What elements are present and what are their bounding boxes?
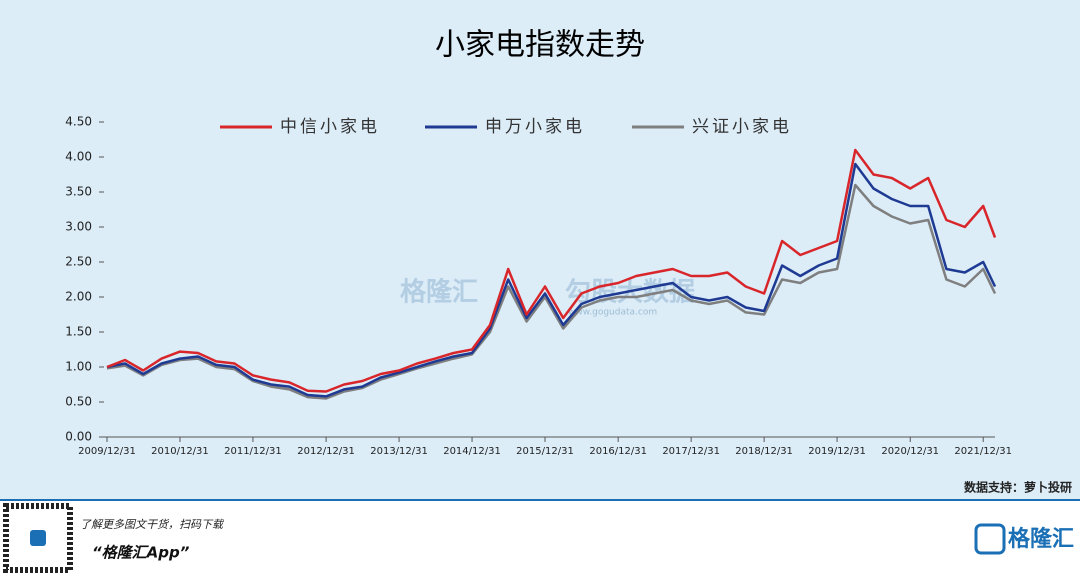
- chart-title: 小家电指数走势: [435, 28, 645, 63]
- x-tick-label: 2010/12/31: [151, 446, 209, 457]
- series-line: [106, 148, 997, 393]
- y-tick-label: 2.50: [65, 255, 92, 269]
- legend-label: 中信小家电: [280, 117, 380, 137]
- y-tick-label: 1.00: [65, 360, 92, 374]
- logo-icon: [974, 523, 1006, 555]
- x-tick-label: 2018/12/31: [735, 446, 793, 457]
- y-tick-label: 3.00: [65, 220, 92, 234]
- x-tick-label: 2021/12/31: [954, 446, 1012, 457]
- watermark-brand: 格隆汇: [400, 277, 478, 308]
- y-tick-label: 0.50: [65, 395, 92, 409]
- series-line: [106, 162, 997, 398]
- x-tick-label: 2020/12/31: [881, 446, 939, 457]
- x-tick-label: 2014/12/31: [443, 446, 501, 457]
- x-tick-label: 2016/12/31: [589, 446, 647, 457]
- x-tick-label: 2011/12/31: [224, 446, 282, 457]
- x-tick-label: 2012/12/31: [297, 446, 355, 457]
- x-tick-label: 2015/12/31: [516, 446, 574, 457]
- x-tick-label: 2019/12/31: [808, 446, 866, 457]
- footer-logo: 格隆汇: [1008, 526, 1074, 552]
- footer-prompt: 了解更多图文干货，扫码下载: [80, 518, 225, 531]
- y-tick-label: 4.00: [65, 150, 92, 164]
- y-tick-label: 3.50: [65, 185, 92, 199]
- y-tick-label: 1.50: [65, 325, 92, 339]
- x-tick-label: 2013/12/31: [370, 446, 428, 457]
- legend-label: 兴证小家电: [692, 117, 792, 137]
- footer-app: “格隆汇App”: [92, 544, 190, 562]
- x-tick-label: 2009/12/31: [78, 446, 136, 457]
- series-line: [106, 183, 997, 400]
- y-tick-label: 0.00: [65, 430, 92, 444]
- legend-label: 申万小家电: [485, 117, 585, 137]
- chart-background: [0, 0, 1080, 500]
- footer-background: [0, 500, 1080, 576]
- y-tick-label: 2.00: [65, 290, 92, 304]
- x-tick-label: 2017/12/31: [662, 446, 720, 457]
- watermark-url: www.gogudata.com: [568, 308, 657, 318]
- source-note: 数据支持：萝卜投研: [964, 480, 1072, 495]
- qr-logo: [30, 530, 46, 546]
- y-tick-label: 4.50: [65, 115, 92, 129]
